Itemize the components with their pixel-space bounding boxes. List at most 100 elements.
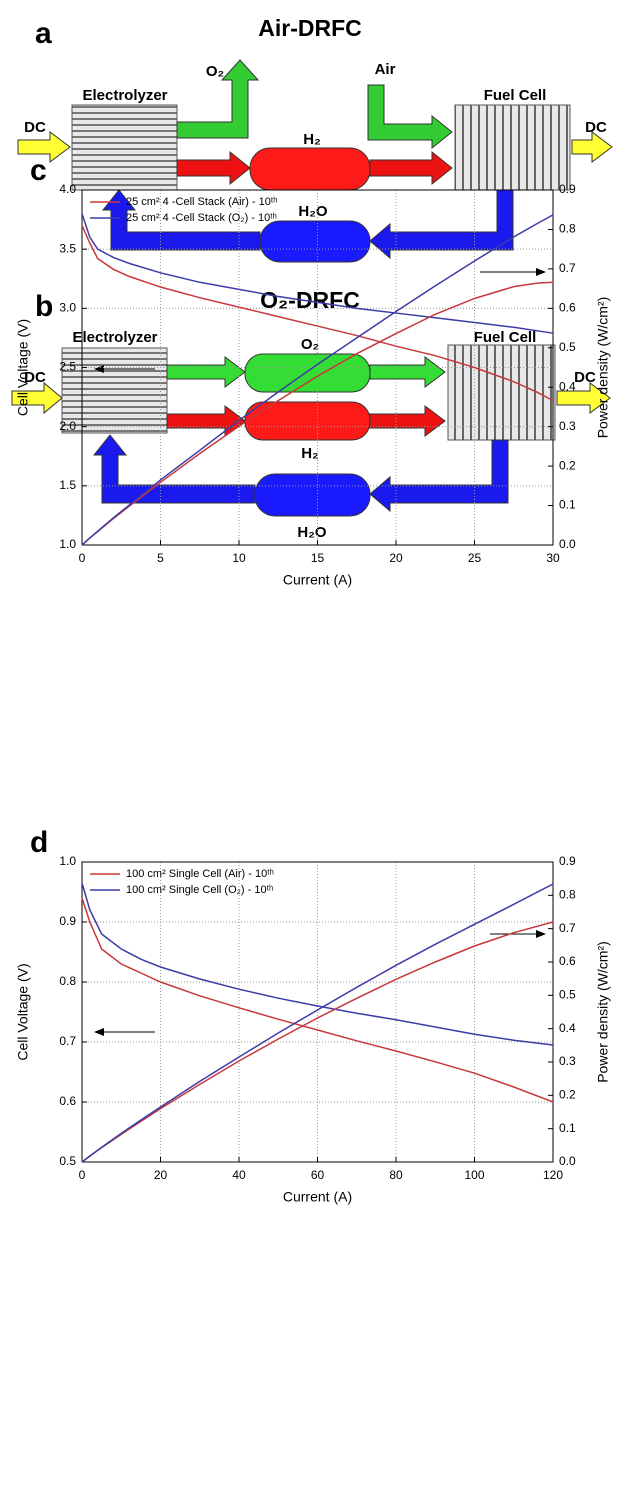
legend-label: 25 cm² 4 -Cell Stack (O₂) - 10ᵗʰ bbox=[126, 212, 277, 224]
plot-frame bbox=[81, 861, 554, 1163]
series-line bbox=[81, 883, 554, 1163]
panel-label: a bbox=[35, 17, 52, 50]
y2-tick-label: 0.1 bbox=[559, 498, 576, 512]
y2-tick-label: 0.3 bbox=[559, 1054, 576, 1068]
fuel-cell-label: Fuel Cell bbox=[474, 329, 537, 346]
y-tick-label: 4.0 bbox=[59, 182, 76, 196]
x-tick-label: 10 bbox=[232, 551, 246, 565]
x-tick-label: 20 bbox=[389, 551, 403, 565]
y2-axis-label: Power density (W/cm²) bbox=[595, 941, 611, 1083]
diagram-b: b O₂-DRFC Electrolyzer Fuel Cell DC DC O… bbox=[11, 287, 611, 541]
x-tick-label: 15 bbox=[311, 551, 325, 565]
panel-label: d bbox=[30, 826, 48, 859]
plot-frame bbox=[81, 189, 554, 546]
diagram-title: O₂-DRFC bbox=[260, 287, 360, 313]
hydrogen-arrow bbox=[166, 405, 246, 437]
x-tick-label: 0 bbox=[79, 1168, 86, 1182]
hydrogen-arrow bbox=[369, 405, 446, 437]
electrolyzer-label: Electrolyzer bbox=[72, 329, 157, 346]
air-arrow bbox=[367, 84, 453, 150]
y2-tick-label: 0.9 bbox=[559, 182, 576, 196]
y2-tick-label: 0.4 bbox=[559, 1021, 576, 1035]
y2-tick-label: 0.5 bbox=[559, 340, 576, 354]
y2-tick-label: 0.1 bbox=[559, 1121, 576, 1135]
x-axis-label: Current (A) bbox=[283, 572, 352, 588]
series-line bbox=[81, 213, 554, 334]
x-tick-label: 120 bbox=[543, 1168, 563, 1182]
dc-arrow bbox=[11, 381, 63, 415]
air-label: Air bbox=[375, 61, 396, 78]
y2-tick-label: 0.0 bbox=[559, 1154, 576, 1168]
panel-label: b bbox=[35, 290, 53, 323]
y-tick-label: 2.0 bbox=[59, 419, 76, 433]
y-tick-label: 3.5 bbox=[59, 241, 76, 255]
y-tick-label: 0.7 bbox=[59, 1034, 76, 1048]
electrolyzer bbox=[61, 347, 168, 434]
x-tick-label: 0 bbox=[79, 551, 86, 565]
x-tick-label: 100 bbox=[464, 1168, 484, 1182]
y2-tick-label: 0.3 bbox=[559, 419, 576, 433]
x-tick-label: 80 bbox=[389, 1168, 403, 1182]
y2-tick-label: 0.8 bbox=[559, 222, 576, 236]
x-axis-label: Current (A) bbox=[283, 1189, 352, 1205]
water-arrow bbox=[369, 439, 509, 513]
hydrogen-arrow bbox=[369, 150, 453, 186]
y2-tick-label: 0.0 bbox=[559, 537, 576, 551]
y2-tick-label: 0.2 bbox=[559, 458, 576, 472]
diagram-a: a Air-DRFC Electrolyzer Fuel Cell DC DC … bbox=[17, 15, 613, 263]
y2-tick-label: 0.5 bbox=[559, 988, 576, 1002]
electrolyzer bbox=[71, 104, 178, 191]
oxygen-label: O₂ bbox=[206, 63, 224, 80]
x-tick-label: 30 bbox=[546, 551, 560, 565]
water-arrow bbox=[369, 189, 514, 260]
y-axis-label: Cell Voltage (V) bbox=[15, 963, 31, 1060]
dc-label: DC bbox=[585, 119, 607, 136]
panel-label: c bbox=[30, 154, 47, 187]
dc-arrow bbox=[571, 131, 613, 163]
dc-label: DC bbox=[24, 119, 46, 136]
y-tick-label: 1.0 bbox=[59, 854, 76, 868]
y2-tick-label: 0.9 bbox=[559, 854, 576, 868]
series-line bbox=[81, 225, 554, 402]
y2-axis-label: Power density (W/cm²) bbox=[595, 297, 611, 439]
fuel-cell bbox=[454, 104, 571, 191]
dc-arrow bbox=[556, 382, 611, 414]
water-tank bbox=[259, 220, 371, 263]
series-line bbox=[81, 882, 554, 1046]
y2-tick-label: 0.7 bbox=[559, 921, 576, 935]
y2-tick-label: 0.4 bbox=[559, 379, 576, 393]
y-tick-label: 1.0 bbox=[59, 537, 76, 551]
y-tick-label: 0.5 bbox=[59, 1154, 76, 1168]
oxygen-arrow bbox=[166, 356, 246, 388]
legend-label: 100 cm² Single Cell (O₂) - 10ᵗʰ bbox=[126, 884, 273, 896]
y-tick-label: 0.6 bbox=[59, 1094, 76, 1108]
y2-tick-label: 0.2 bbox=[559, 1088, 576, 1102]
electrolyzer-label: Electrolyzer bbox=[82, 87, 167, 104]
y-tick-label: 0.9 bbox=[59, 914, 76, 928]
y-tick-label: 2.5 bbox=[59, 360, 76, 374]
hydrogen-tank bbox=[244, 401, 371, 441]
oxygen-label: O₂ bbox=[301, 336, 319, 353]
water-tank bbox=[254, 473, 371, 517]
dc-label: DC bbox=[574, 369, 596, 386]
oxygen-arrow bbox=[176, 59, 260, 139]
x-tick-label: 60 bbox=[311, 1168, 325, 1182]
legend-label: 25 cm² 4 -Cell Stack (Air) - 10ᵗʰ bbox=[126, 196, 278, 208]
y2-tick-label: 0.6 bbox=[559, 954, 576, 968]
x-tick-label: 40 bbox=[232, 1168, 246, 1182]
y-axis-label: Cell Voltage (V) bbox=[15, 319, 31, 416]
hydrogen-label: H₂ bbox=[301, 445, 319, 462]
hydrogen-arrow bbox=[176, 150, 251, 186]
oxygen-arrow bbox=[369, 356, 446, 388]
diagram-title: Air-DRFC bbox=[258, 15, 362, 41]
fuel-cell-label: Fuel Cell bbox=[484, 87, 547, 104]
water-label: H₂O bbox=[298, 203, 327, 220]
series-line bbox=[81, 897, 554, 1103]
y-tick-label: 0.8 bbox=[59, 974, 76, 988]
dc-label: DC bbox=[24, 369, 46, 386]
hydrogen-tank bbox=[249, 147, 371, 191]
x-tick-label: 25 bbox=[468, 551, 482, 565]
x-tick-label: 5 bbox=[157, 551, 164, 565]
y2-tick-label: 0.7 bbox=[559, 261, 576, 275]
